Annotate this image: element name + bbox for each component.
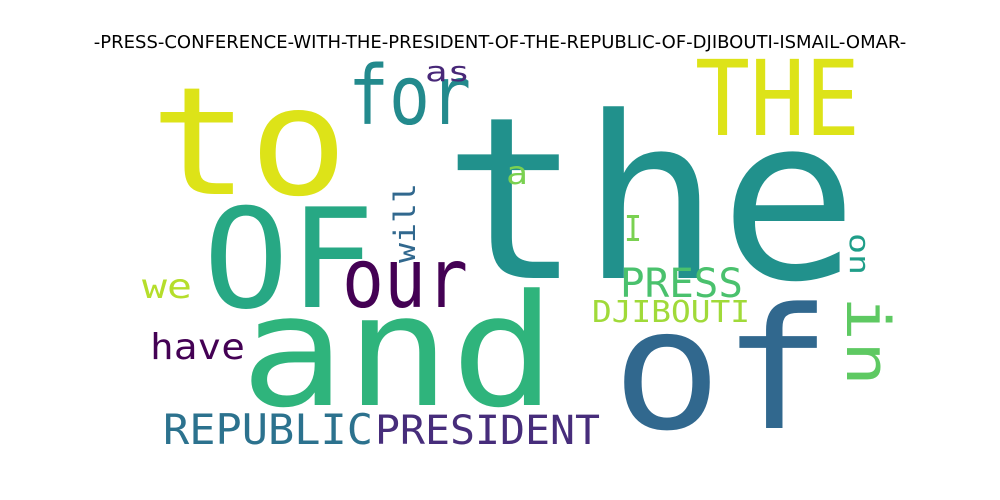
- word-our: our: [342, 232, 468, 327]
- word-the: the: [443, 69, 858, 332]
- word-PRESIDENT: PRESIDENT: [375, 408, 600, 454]
- word-have: have: [150, 327, 245, 368]
- word-as: as: [425, 55, 470, 88]
- word-to: to: [150, 56, 348, 230]
- word-in: in: [832, 296, 902, 386]
- word-THE: THE: [695, 38, 860, 160]
- word-OF: OF: [203, 179, 375, 340]
- word-PRESS: PRESS: [620, 261, 743, 307]
- word-a: a: [506, 154, 528, 192]
- figure-title: -PRESS-CONFERENCE-WITH-THE-PRESIDENT-OF-…: [93, 32, 907, 53]
- word-will: will: [388, 183, 422, 263]
- word-for: for: [348, 49, 471, 144]
- word-DJIBOUTI: DJIBOUTI: [592, 295, 750, 330]
- word-on: on: [843, 233, 876, 275]
- word-REPUBLIC: REPUBLIC: [163, 405, 373, 454]
- word-and: and: [240, 261, 556, 442]
- word-I: I: [624, 209, 642, 250]
- word-we: we: [142, 267, 192, 307]
- word-of: of: [612, 272, 832, 468]
